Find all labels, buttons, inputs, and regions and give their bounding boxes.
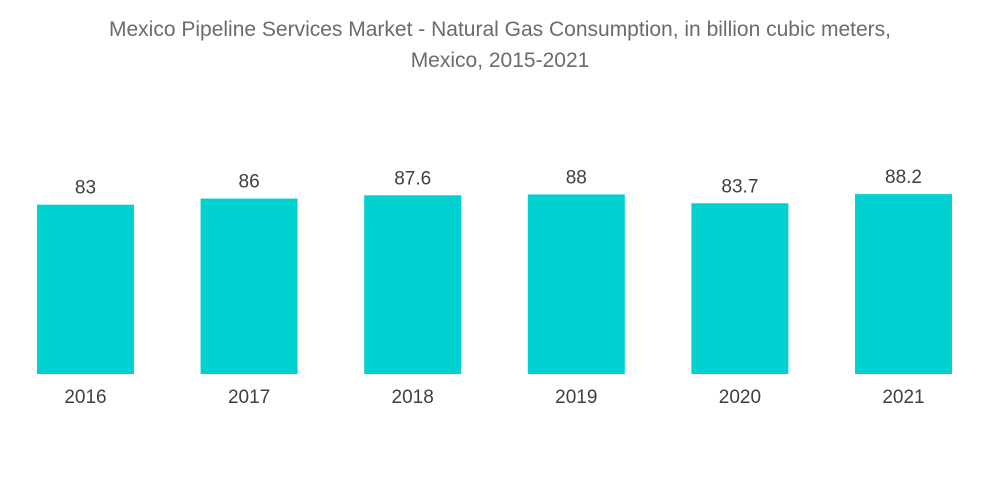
x-tick-label-2019: 2019 xyxy=(555,387,597,408)
x-tick-label-2020: 2020 xyxy=(719,387,761,408)
value-label-2016: 83 xyxy=(75,178,96,199)
value-label-2021: 88.2 xyxy=(885,167,922,188)
value-label-2018: 87.6 xyxy=(394,168,431,189)
x-tick-label-2016: 2016 xyxy=(64,387,106,408)
x-tick-label-2021: 2021 xyxy=(882,387,924,408)
bar-2017 xyxy=(200,198,298,374)
x-tick-label-2018: 2018 xyxy=(392,387,434,408)
bar-2018 xyxy=(364,195,462,374)
value-label-2019: 88 xyxy=(566,167,587,188)
value-label-2020: 83.7 xyxy=(721,176,758,197)
bar-2020 xyxy=(691,203,789,374)
chart-title-line-1: Mexico Pipeline Services Market - Natura… xyxy=(109,18,891,41)
chart-title-line-2: Mexico, 2015-2021 xyxy=(410,49,590,72)
chart-title: Mexico Pipeline Services Market - Natura… xyxy=(0,14,1000,76)
bar-2016 xyxy=(37,204,134,374)
value-label-2017: 86 xyxy=(239,172,260,193)
x-tick-label-2017: 2017 xyxy=(228,387,270,408)
bar-2021 xyxy=(855,194,952,374)
bar-2019 xyxy=(527,194,625,374)
